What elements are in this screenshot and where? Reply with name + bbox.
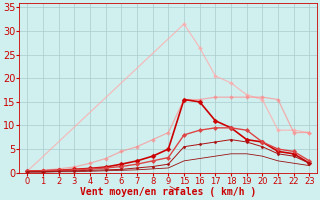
X-axis label: Vent moyen/en rafales ( km/h ): Vent moyen/en rafales ( km/h ) xyxy=(80,187,256,197)
